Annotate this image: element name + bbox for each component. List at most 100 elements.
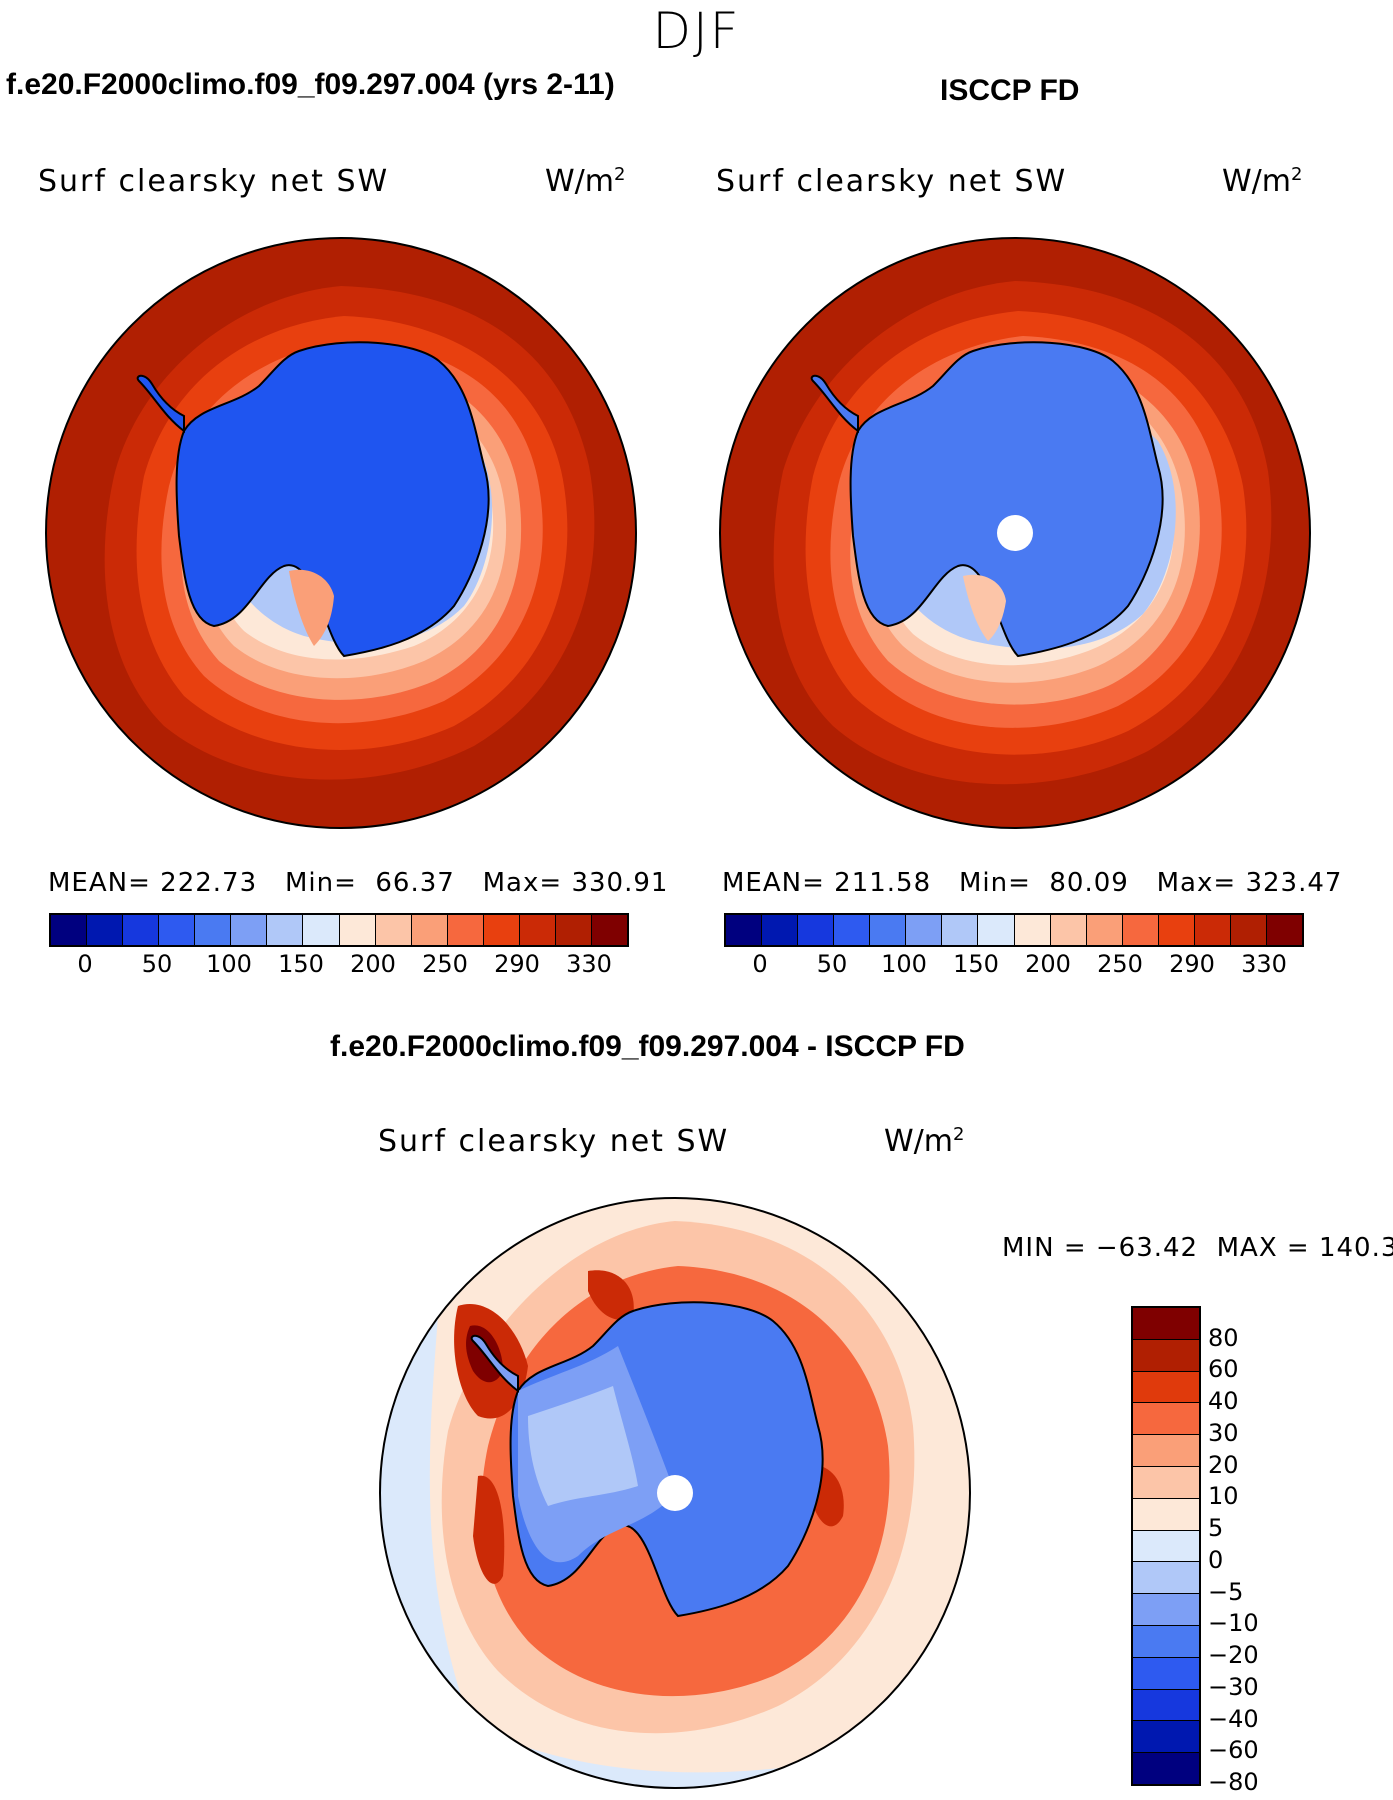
model-panel-title: f.e20.F2000climo.f09_f09.297.004 (yrs 2-… — [6, 68, 615, 101]
colorbar-tick-label: −20 — [1208, 1641, 1259, 1670]
colorbar-swatch — [1133, 1689, 1199, 1722]
colorbar-tick-label: 0 — [1208, 1545, 1224, 1574]
colorbar-swatch — [231, 915, 268, 945]
colorbar-swatch — [1133, 1721, 1199, 1754]
model-colorbar — [49, 913, 629, 947]
colorbar-swatch — [339, 915, 376, 945]
colorbar-swatch — [1230, 915, 1267, 945]
colorbar-tick-label: 20 — [1208, 1450, 1239, 1479]
diff-colorbar-labels: 80 60 40 30 20 10 5 0 −5 −10 −20 −30 −40 −60 −80 — [1208, 1306, 1308, 1796]
obs-stats: MEAN= 211.58 Min= 80.09 Max= 323.47 — [722, 868, 1343, 898]
colorbar-tick-label: 150 — [953, 950, 999, 978]
colorbar-tick-label: −40 — [1208, 1704, 1259, 1733]
colorbar-swatch — [1133, 1339, 1199, 1372]
colorbar-tick-label: 50 — [141, 950, 173, 978]
colorbar-swatch — [1086, 915, 1123, 945]
model-peninsula — [136, 374, 185, 434]
colorbar-swatch — [942, 915, 979, 945]
colorbar-tick-label: −30 — [1208, 1672, 1259, 1701]
colorbar-swatch — [1194, 915, 1231, 945]
colorbar-tick-label: 30 — [1208, 1418, 1239, 1447]
colorbar-swatch — [1133, 1753, 1199, 1784]
diff-land-lightest — [528, 1386, 638, 1506]
diff-pole-hole — [657, 1475, 693, 1511]
colorbar-swatch — [1014, 915, 1051, 945]
colorbar-tick-label: 200 — [350, 950, 396, 978]
colorbar-swatch — [159, 915, 196, 945]
colorbar-tick-label: 200 — [1025, 950, 1071, 978]
diff-red-blob-5 — [588, 1270, 634, 1320]
colorbar-swatch — [726, 915, 763, 945]
colorbar-tick-label: −5 — [1208, 1577, 1244, 1606]
colorbar-swatch — [978, 915, 1015, 945]
colorbar-swatch — [1133, 1562, 1199, 1595]
colorbar-tick-label: 0 — [752, 950, 768, 978]
obs-tongue-anomaly — [963, 574, 1006, 641]
obs-colorbar-labels: 0 50 100 150 200 250 290 330 — [724, 950, 1304, 982]
colorbar-swatch — [1133, 1625, 1199, 1658]
colorbar-swatch — [1133, 1594, 1199, 1626]
model-colorbar-labels: 0 50 100 150 200 250 290 330 — [49, 950, 629, 982]
colorbar-swatch — [870, 915, 907, 945]
colorbar-tick-label: 100 — [206, 950, 252, 978]
obs-panel-title: ISCCP FD — [940, 74, 1080, 107]
colorbar-tick-label: −80 — [1208, 1768, 1259, 1796]
figure-suptitle: DJF — [652, 2, 741, 60]
colorbar-swatch — [1133, 1435, 1199, 1467]
colorbar-swatch — [267, 915, 304, 945]
colorbar-swatch — [834, 915, 871, 945]
colorbar-swatch — [87, 915, 124, 945]
colorbar-swatch — [906, 915, 943, 945]
model-units: W/m2 — [545, 164, 626, 199]
colorbar-tick-label: 330 — [566, 950, 612, 978]
colorbar-swatch — [1133, 1466, 1199, 1499]
colorbar-swatch — [1266, 915, 1302, 945]
diff-minmax: MIN = −63.42 MAX = 140.31 — [1002, 1233, 1393, 1263]
colorbar-tick-label: 250 — [1097, 950, 1143, 978]
colorbar-swatch — [1133, 1498, 1199, 1531]
model-stats: MEAN= 222.73 Min= 66.37 Max= 330.91 — [48, 868, 669, 898]
colorbar-tick-label: −10 — [1208, 1609, 1259, 1638]
colorbar-swatch — [762, 915, 799, 945]
colorbar-swatch — [798, 915, 835, 945]
diff-variable-name: Surf clearsky net SW — [378, 1124, 730, 1159]
obs-peninsula — [810, 374, 859, 434]
colorbar-tick-label: 290 — [1169, 950, 1215, 978]
colorbar-tick-label: 5 — [1208, 1514, 1224, 1543]
model-polar-map — [45, 237, 637, 829]
diff-colorbar — [1131, 1306, 1201, 1786]
colorbar-tick-label: 330 — [1241, 950, 1287, 978]
colorbar-swatch — [51, 915, 88, 945]
colorbar-tick-label: 10 — [1208, 1482, 1239, 1511]
diff-panel-title: f.e20.F2000climo.f09_f09.297.004 - ISCCP… — [330, 1030, 965, 1063]
colorbar-tick-label: 0 — [77, 950, 93, 978]
colorbar-tick-label: 290 — [494, 950, 540, 978]
colorbar-tick-label: 100 — [881, 950, 927, 978]
obs-units: W/m2 — [1222, 164, 1303, 199]
diff-peninsula — [470, 1334, 519, 1394]
colorbar-swatch — [123, 915, 160, 945]
diff-units: W/m2 — [884, 1124, 965, 1159]
colorbar-swatch — [1133, 1308, 1199, 1340]
obs-pole-hole — [997, 515, 1033, 551]
colorbar-swatch — [411, 915, 448, 945]
obs-polar-map — [719, 237, 1311, 829]
colorbar-swatch — [195, 915, 232, 945]
diff-polar-map — [379, 1197, 971, 1789]
colorbar-swatch — [1133, 1371, 1199, 1404]
colorbar-tick-label: −60 — [1208, 1736, 1259, 1765]
colorbar-swatch — [555, 915, 592, 945]
obs-variable-name: Surf clearsky net SW — [716, 164, 1068, 199]
model-tongue-anomaly — [289, 569, 334, 646]
colorbar-tick-label: 80 — [1208, 1323, 1239, 1352]
colorbar-swatch — [483, 915, 520, 945]
diff-red-blob-4 — [473, 1475, 505, 1584]
colorbar-swatch — [1050, 915, 1087, 945]
colorbar-swatch — [519, 915, 556, 945]
model-variable-name: Surf clearsky net SW — [38, 164, 390, 199]
colorbar-swatch — [1133, 1530, 1199, 1563]
colorbar-tick-label: 40 — [1208, 1387, 1239, 1416]
colorbar-tick-label: 60 — [1208, 1355, 1239, 1384]
obs-colorbar — [724, 913, 1304, 947]
colorbar-tick-label: 150 — [278, 950, 324, 978]
